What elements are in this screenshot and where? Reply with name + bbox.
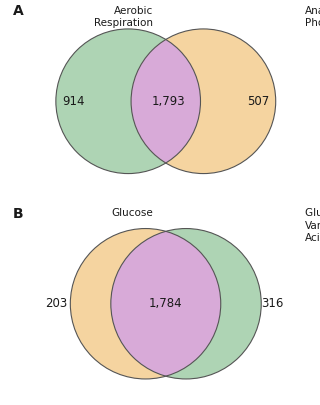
Circle shape [111,228,261,379]
Circle shape [70,228,221,379]
Text: 507: 507 [247,95,269,108]
Text: Glucose: Glucose [111,208,153,218]
Text: 1,793: 1,793 [152,95,186,108]
Text: 316: 316 [262,297,284,310]
Circle shape [111,228,261,379]
Text: Anaerobic
Photosynthesis: Anaerobic Photosynthesis [305,6,320,28]
Text: 914: 914 [62,95,84,108]
Text: 1,784: 1,784 [149,297,183,310]
Text: 203: 203 [45,297,67,310]
Circle shape [131,29,276,174]
Text: B: B [12,207,23,221]
Text: A: A [12,4,23,18]
Text: Aerobic
Respiration: Aerobic Respiration [94,6,153,28]
Circle shape [56,29,201,174]
Circle shape [131,29,276,174]
Text: Glucose +
Vanillic
Acid: Glucose + Vanillic Acid [305,208,320,243]
